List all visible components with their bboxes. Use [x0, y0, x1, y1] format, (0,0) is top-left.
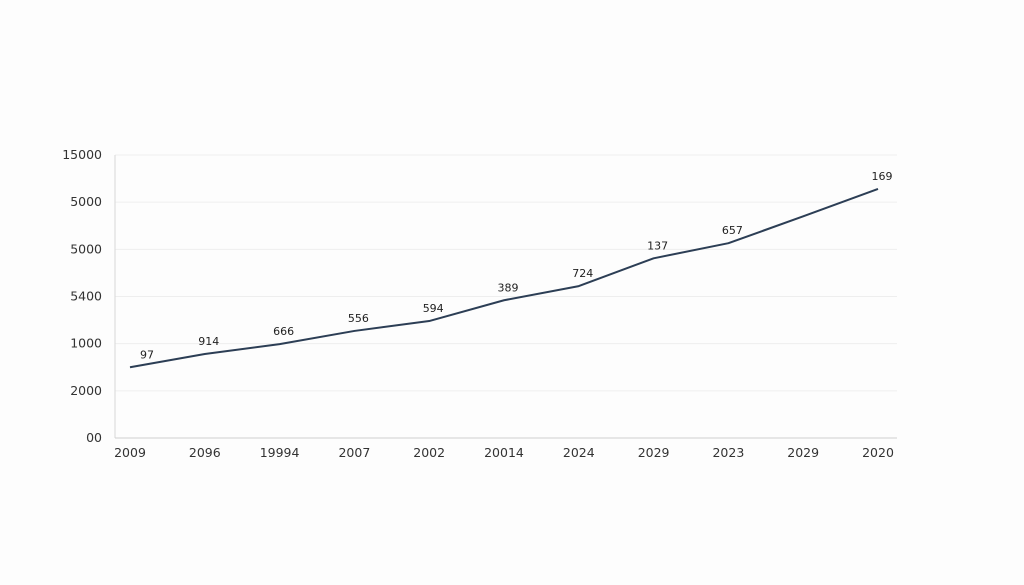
x-tick-label: 19994 [260, 445, 300, 460]
y-tick-label: 5400 [70, 289, 102, 304]
data-label: 97 [140, 348, 154, 361]
x-axis-ticks: 2009 2096 19994 2007 2002 20014 2024 2029 2023 20… [114, 445, 894, 460]
x-tick-label: 2023 [712, 445, 744, 460]
data-label: 169 [872, 170, 893, 183]
data-label: 657 [722, 224, 743, 237]
x-tick-label: 2029 [787, 445, 819, 460]
data-label: 666 [273, 325, 294, 338]
y-tick-label: 2000 [70, 383, 102, 398]
x-tick-label: 2007 [338, 445, 370, 460]
x-tick-label: 2009 [114, 445, 146, 460]
y-tick-label: 1000 [70, 336, 102, 351]
x-tick-label: 2024 [563, 445, 595, 460]
data-label: 724 [572, 267, 593, 280]
y-axis-ticks: 00 2000 1000 5400 5000 5000 15000 [62, 147, 102, 445]
gridlines [115, 154, 897, 392]
y-tick-label: 00 [86, 430, 102, 445]
data-labels: 97 914 666 556 594 389 724 137 657 169 [129, 170, 893, 368]
x-tick-label: 2020 [862, 445, 894, 460]
x-tick-label: 20014 [484, 445, 524, 460]
data-label: 556 [348, 312, 369, 325]
y-tick-label: 15000 [62, 147, 102, 162]
series-line [129, 188, 879, 369]
x-tick-label: 2029 [638, 445, 670, 460]
x-tick-label: 2002 [413, 445, 445, 460]
y-tick-label: 5000 [70, 194, 102, 209]
data-label: 914 [198, 335, 219, 348]
data-label: 389 [498, 281, 519, 294]
data-label: 594 [423, 302, 444, 315]
data-label: 137 [647, 239, 668, 252]
x-tick-label: 2096 [189, 445, 221, 460]
y-tick-label: 5000 [70, 241, 102, 256]
